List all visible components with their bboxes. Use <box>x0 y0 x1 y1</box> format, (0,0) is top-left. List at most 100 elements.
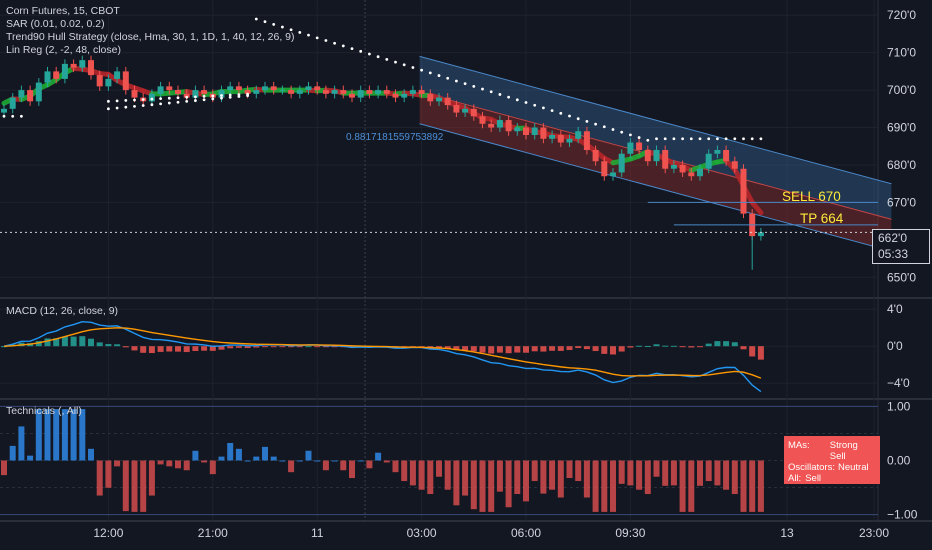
sar-dot <box>228 93 232 97</box>
macd-histogram-bar <box>70 336 77 347</box>
technicals-bar <box>262 446 268 461</box>
sar-dot <box>150 97 154 101</box>
candle <box>349 93 355 98</box>
sar-dot <box>629 133 632 137</box>
technicals-bar <box>122 460 129 512</box>
candle <box>296 90 303 94</box>
technicals-bar <box>731 460 738 495</box>
main-legend: Corn Futures, 15, CBOT SAR (0.01, 0.02, … <box>6 5 295 57</box>
sar-dot <box>237 95 241 98</box>
candle <box>601 161 608 177</box>
macd-histogram-bar <box>79 336 86 347</box>
sar-dot <box>689 137 693 141</box>
technicals-bar <box>592 460 599 512</box>
candle <box>531 127 538 136</box>
sar-dot <box>481 87 484 91</box>
sar-dot <box>742 137 745 141</box>
macd-histogram-bar <box>505 346 512 354</box>
candle <box>662 150 669 169</box>
macd-histogram-bar <box>305 346 312 348</box>
sar-dot <box>2 114 6 118</box>
sar-dot <box>611 128 615 131</box>
time-tick-label: 03:00 <box>407 526 437 540</box>
candle <box>549 135 556 139</box>
linreg-legend[interactable]: Lin Reg (2, -2, 48, close) <box>6 44 121 56</box>
candle <box>27 90 34 102</box>
macd-histogram-bar <box>88 338 94 347</box>
technicals-bar <box>79 409 86 461</box>
regression-lower-line <box>419 123 892 252</box>
sar-legend[interactable]: SAR (0.01, 0.02, 0.2) <box>6 18 105 30</box>
technicals-bar <box>688 460 695 512</box>
technicals-bar <box>209 460 216 475</box>
macd-histogram-bar <box>653 344 660 347</box>
mas-key: MAs: <box>788 440 810 451</box>
sar-dot <box>515 98 519 102</box>
time-tick-label: 06:00 <box>511 526 541 540</box>
linreg-value-label: 0.8817181559753892 <box>346 132 444 143</box>
candle <box>357 90 364 98</box>
sar-dot <box>524 101 528 104</box>
candle <box>70 63 77 68</box>
sar-dot <box>211 97 215 101</box>
macd-histogram-bar <box>61 336 68 347</box>
technicals-bar <box>436 460 442 477</box>
technicals-bar <box>427 460 434 495</box>
technicals-bar <box>409 460 416 486</box>
candle <box>731 161 738 169</box>
technicals-legend[interactable]: Technicals (, All) <box>6 405 82 417</box>
macd-histogram-bar <box>227 346 234 349</box>
candle <box>540 127 547 139</box>
candle <box>122 71 129 91</box>
technicals-bar <box>314 460 321 462</box>
candle <box>610 172 616 177</box>
last-price-box: 662'0 <box>872 229 930 247</box>
technicals-bar <box>697 460 703 486</box>
technicals-bar <box>322 460 329 471</box>
technicals-bar <box>175 460 181 469</box>
sar-dot <box>498 93 502 96</box>
technicals-bar <box>757 460 764 512</box>
macd-legend[interactable]: MACD (12, 26, close, 9) <box>6 305 119 317</box>
hull-legend[interactable]: Trend90 Hull Strategy (close, Hma, 30, 1… <box>6 31 295 43</box>
sar-dot <box>716 137 719 141</box>
sar-dot <box>663 137 667 141</box>
candle <box>688 172 695 177</box>
sar-dot <box>281 25 284 29</box>
technicals-bar <box>357 460 364 462</box>
sar-dot <box>202 94 206 98</box>
sar-dot <box>707 137 711 141</box>
technicals-bar <box>131 460 138 512</box>
technicals-bar <box>148 460 155 496</box>
technicals-tick-label: 0.00 <box>887 454 911 468</box>
macd-histogram-bar <box>331 346 338 348</box>
candle <box>340 90 347 94</box>
candle <box>44 71 51 83</box>
sar-dot <box>107 107 110 111</box>
macd-histogram-bar <box>557 346 564 351</box>
macd-histogram-bar <box>131 346 138 351</box>
candle <box>131 90 138 98</box>
symbol-title[interactable]: Corn Futures, 15, CBOT <box>6 5 120 17</box>
macd-histogram-bar <box>201 346 208 351</box>
sar-dot <box>185 95 189 99</box>
candle <box>9 97 16 109</box>
macd-tick-label: −4'0 <box>887 376 910 390</box>
sar-dot <box>507 95 510 99</box>
technicals-bar <box>140 460 147 512</box>
macd-histogram-bar <box>53 338 60 347</box>
macd-histogram-bar <box>670 345 677 347</box>
sar-dot <box>324 39 328 42</box>
macd-histogram-bar <box>470 346 477 352</box>
macd-histogram-bar <box>523 346 529 353</box>
sar-dot <box>489 90 493 94</box>
candle <box>227 86 234 91</box>
technicals-bar <box>70 409 77 461</box>
candle <box>35 82 42 102</box>
macd-histogram-bar <box>514 346 521 353</box>
sar-dot <box>368 52 371 56</box>
technicals-bar <box>488 460 495 512</box>
price-tick-label: 720'0 <box>887 8 916 22</box>
candle <box>253 90 260 94</box>
